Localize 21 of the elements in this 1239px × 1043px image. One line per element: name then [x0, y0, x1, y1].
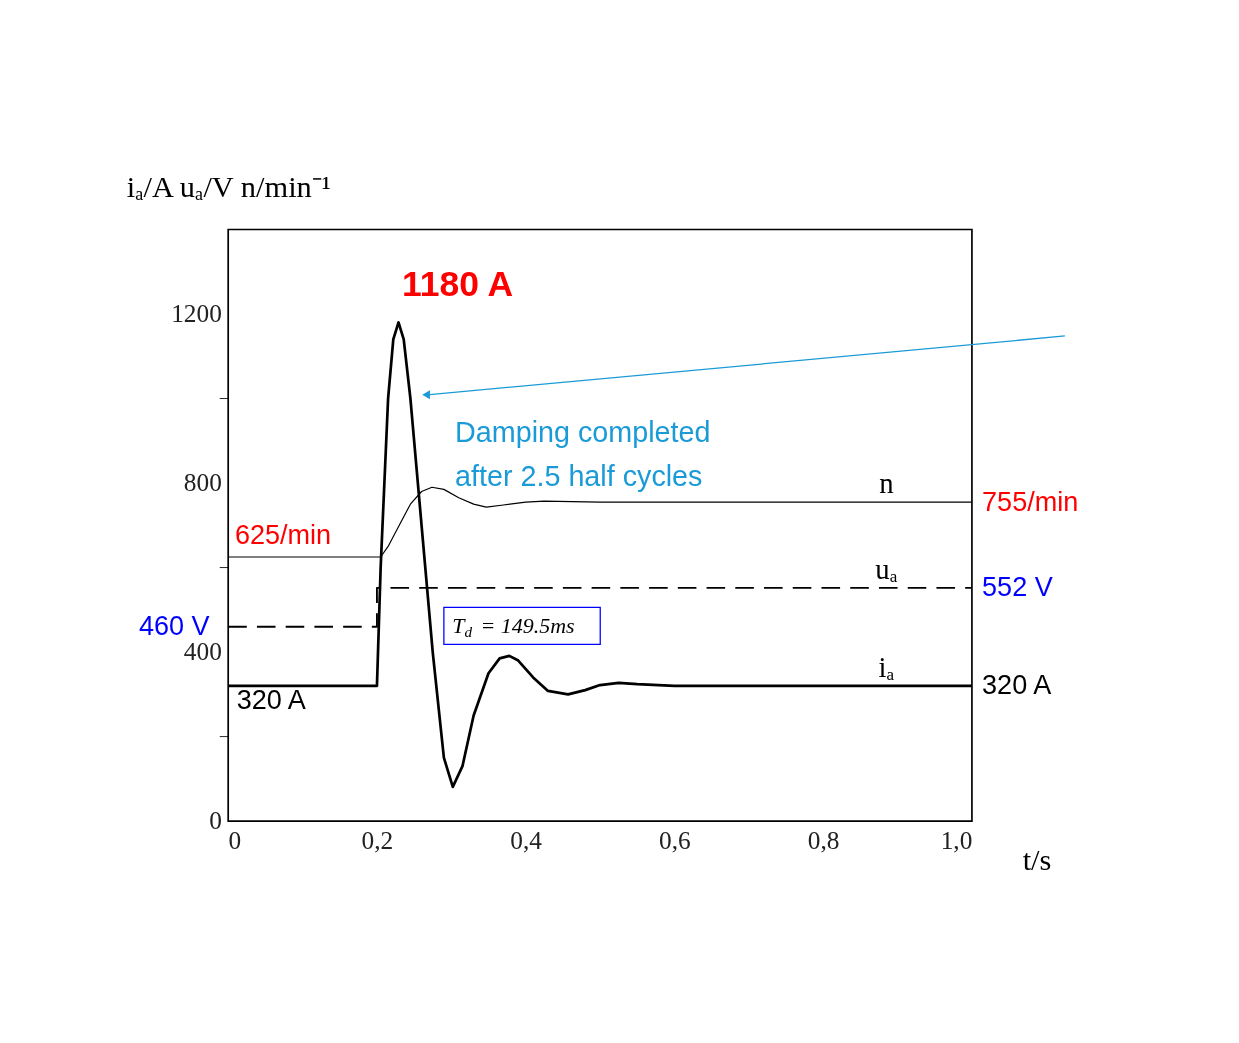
- annotation: 755/min: [982, 486, 1079, 517]
- x-tick-label: 0,6: [659, 825, 691, 854]
- annotation: Damping completed after 2.5 half cycles: [455, 415, 711, 492]
- x-tick-label: 0,4: [510, 825, 543, 854]
- series-label: iₐ: [878, 650, 895, 683]
- annotation: 625/min: [234, 520, 332, 551]
- annotation: 1180 A: [402, 264, 514, 305]
- annotation: 320 A: [236, 684, 306, 715]
- x-tick-label: 0,8: [807, 825, 840, 854]
- y-tick-label: 0: [209, 806, 222, 835]
- x-tick-label: 1,0: [940, 825, 973, 854]
- series-label: uₐ: [875, 552, 898, 585]
- y-tick-label: 1200: [171, 299, 222, 328]
- annotation: 552 V: [982, 572, 1053, 603]
- y-tick-label: 800: [183, 468, 222, 497]
- x-tick-label: 0: [228, 825, 242, 854]
- y-axis-title: iₐ/A uₐ/V n/min⁻¹: [126, 170, 331, 205]
- x-tick-label: 0,2: [361, 825, 394, 854]
- x-axis-title: t/s: [1022, 843, 1052, 878]
- series-label: n: [879, 466, 894, 499]
- annotation: 320 A: [982, 670, 1052, 701]
